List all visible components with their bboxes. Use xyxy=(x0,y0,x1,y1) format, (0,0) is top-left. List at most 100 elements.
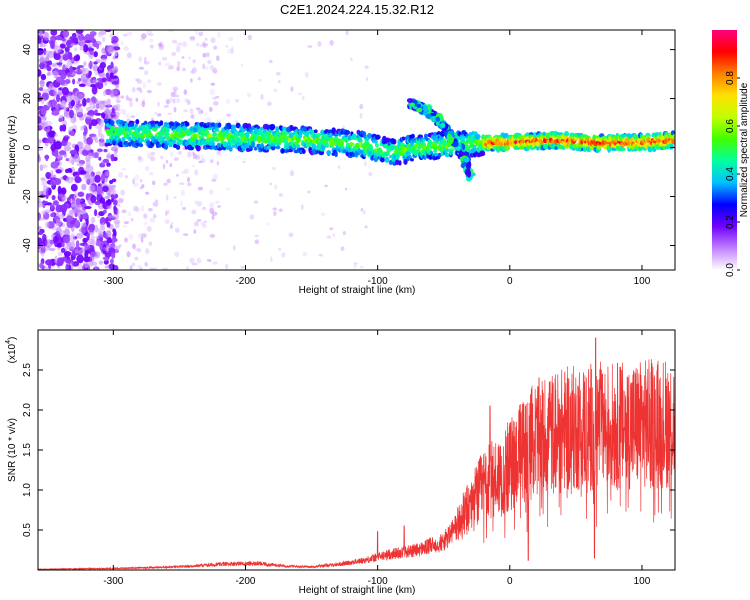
spectrogram-cell xyxy=(359,112,363,119)
spectrogram-cell xyxy=(113,213,116,218)
spectrogram-cell xyxy=(118,197,124,203)
spectrogram-cell xyxy=(479,151,486,157)
spectrogram-cell xyxy=(240,63,244,67)
spectrogram-cell xyxy=(316,133,321,138)
spectrogram-cell xyxy=(60,187,67,195)
spectrogram-cell xyxy=(326,150,332,156)
spectrogram-cell xyxy=(130,115,136,119)
spectrogram-cell xyxy=(298,92,303,96)
spectrogram-cell xyxy=(95,171,102,176)
spectrogram-cell xyxy=(103,89,107,97)
spectrogram-x-ticks: -300 -200 -100 0 100 xyxy=(103,30,651,287)
spectrogram-cell xyxy=(152,267,158,270)
spectrogram-cell xyxy=(118,244,122,248)
spectrogram-cell xyxy=(63,145,71,152)
spectrogram-cell xyxy=(192,59,196,64)
spectrogram-cell xyxy=(98,126,102,136)
spectrogram-cell xyxy=(249,214,255,220)
spectrogram-cell xyxy=(111,80,119,85)
spectrogram-cell xyxy=(175,144,181,150)
spectrogram-cell xyxy=(165,126,170,134)
spectrogram-cell xyxy=(670,144,674,150)
spectrogram-cell xyxy=(209,88,215,96)
spectrogram-cell xyxy=(181,56,185,59)
x-tick-label: -100 xyxy=(368,276,388,287)
spectrogram-cell xyxy=(256,125,261,130)
spectrogram-cell xyxy=(139,89,143,93)
spectrogram-cell xyxy=(54,255,58,264)
spectrogram-cell xyxy=(99,197,106,204)
spectrogram-cell xyxy=(141,184,145,189)
spectrogram-cell xyxy=(225,263,229,270)
spectrogram-cell xyxy=(235,122,241,129)
spectrogram-cell xyxy=(145,140,151,145)
spectrogram-cell xyxy=(59,213,65,219)
spectrogram-cell xyxy=(101,77,107,83)
spectrogram-cell xyxy=(146,152,153,159)
spectrogram-cell xyxy=(90,113,94,118)
snr-multiplier-exponent: 4 xyxy=(5,340,12,344)
spectrogram-cell xyxy=(320,212,326,217)
spectrogram-cell xyxy=(72,78,76,85)
spectrogram-y-axis-label: Frequency (Hz) xyxy=(7,116,18,185)
spectrogram-cell xyxy=(122,109,127,116)
spectrogram-cell xyxy=(166,194,169,201)
spectrogram-cell xyxy=(59,229,67,236)
spectrogram-cell xyxy=(191,164,196,168)
spectrogram-cell xyxy=(209,159,214,164)
spectrogram-cell xyxy=(54,133,59,137)
y-tick-label: 2.5 xyxy=(22,363,33,377)
spectrogram-cell xyxy=(69,233,76,243)
spectrogram-cell xyxy=(53,235,59,244)
spectrogram-cell xyxy=(398,160,402,166)
spectrogram-cell xyxy=(173,157,179,161)
spectrogram-cell xyxy=(112,190,117,196)
spectrogram-cell xyxy=(121,167,127,171)
spectrogram-cell xyxy=(183,89,188,95)
spectrogram-cell xyxy=(159,120,164,126)
spectrogram-cell xyxy=(138,143,144,148)
spectrogram-cell xyxy=(58,114,64,122)
spectrogram-cell xyxy=(43,265,49,270)
snr-x-ticks: -300 -200 -100 0 100 xyxy=(103,330,651,587)
spectrogram-cell xyxy=(211,178,217,182)
spectrogram-cell xyxy=(97,100,106,105)
spectrogram-cell xyxy=(216,119,222,123)
spectrogram-cell xyxy=(186,266,190,270)
spectrogram-cell xyxy=(88,185,96,192)
spectrogram-cell xyxy=(276,127,280,131)
spectrogram-cell xyxy=(215,95,220,99)
spectrogram-cell xyxy=(86,115,91,119)
y-tick-label: 2.0 xyxy=(22,403,33,417)
spectrogram-cell xyxy=(90,216,96,224)
spectrogram-cell xyxy=(360,207,364,212)
spectrogram-frame xyxy=(37,29,676,271)
spectrogram-cell xyxy=(125,141,129,148)
spectrogram-cell xyxy=(48,247,56,252)
spectrogram-cell xyxy=(167,112,172,116)
spectrogram-cell xyxy=(191,209,197,215)
spectrogram-cell xyxy=(60,71,67,80)
spectrogram-cell xyxy=(353,264,357,269)
spectrogram-cell xyxy=(142,82,147,89)
spectrogram-cell xyxy=(74,249,79,254)
spectrogram-cell xyxy=(127,97,133,102)
spectrogram-cell xyxy=(269,60,273,63)
spectrogram-cell xyxy=(75,209,84,213)
spectrogram-cell xyxy=(189,257,195,264)
spectrogram-cell xyxy=(57,185,62,195)
spectrogram-cell xyxy=(69,149,78,155)
spectrogram-cell xyxy=(65,215,74,222)
spectrogram-cell xyxy=(60,82,68,87)
spectrogram-cell xyxy=(61,124,67,132)
spectrogram-cell xyxy=(127,141,132,147)
spectrogram-cell xyxy=(78,141,84,148)
spectrogram-cell xyxy=(107,215,115,219)
spectrogram-cell xyxy=(143,213,148,219)
spectrogram-cell xyxy=(188,56,191,60)
spectrogram-cell xyxy=(127,211,132,217)
spectrogram-cell xyxy=(122,224,128,228)
spectrogram-cell xyxy=(176,46,181,53)
colorbar-tick-label: 0.2 xyxy=(725,215,736,229)
spectrogram-cell xyxy=(290,86,294,92)
